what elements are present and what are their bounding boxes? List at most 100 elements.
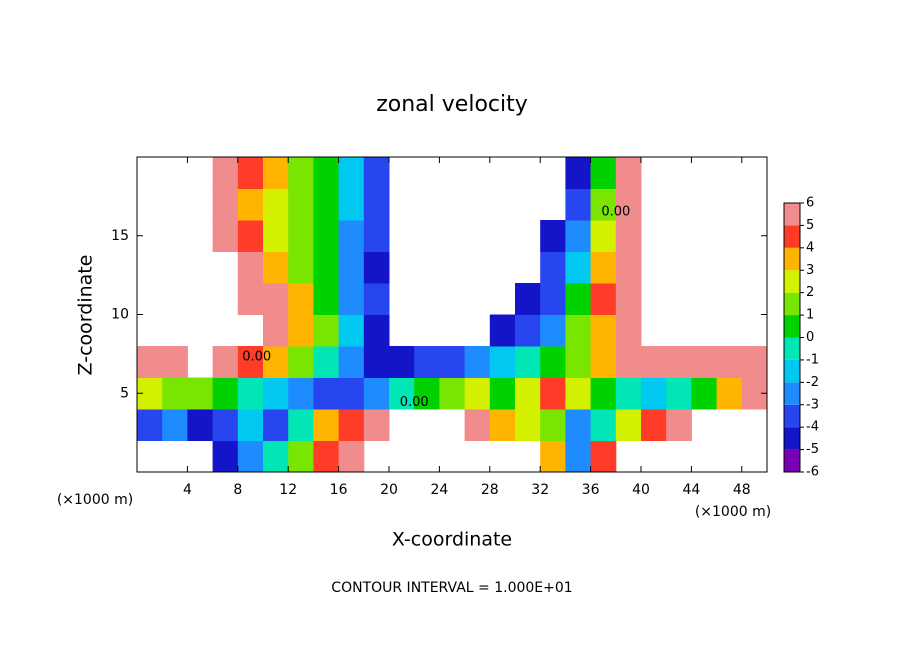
cell xyxy=(389,346,415,378)
x-tick-label: 28 xyxy=(481,482,499,498)
cell xyxy=(313,157,340,189)
x-tick-label: 8 xyxy=(233,482,242,498)
cell xyxy=(263,220,289,252)
x-tick-label: 20 xyxy=(380,482,398,498)
cell xyxy=(137,346,163,378)
cell xyxy=(313,409,340,441)
colorbar-swatch xyxy=(784,382,800,405)
cell xyxy=(615,157,642,189)
cell xyxy=(590,251,617,284)
cell xyxy=(540,377,566,410)
chart-title: zonal velocity xyxy=(376,92,528,117)
x-tick-label: 48 xyxy=(733,482,751,498)
cell xyxy=(716,377,743,410)
colorbar-label: 1 xyxy=(806,308,814,323)
cell xyxy=(615,251,642,284)
cell xyxy=(288,314,314,347)
cell xyxy=(338,220,365,252)
cell xyxy=(515,283,541,315)
cell xyxy=(162,346,188,378)
x-tick-label: 24 xyxy=(430,482,448,498)
cell xyxy=(288,157,314,189)
cell xyxy=(187,409,214,441)
colorbar-label: -6 xyxy=(806,465,819,480)
cell xyxy=(691,346,718,378)
cell xyxy=(565,157,592,189)
cell xyxy=(313,251,340,284)
cell xyxy=(288,346,314,378)
cell xyxy=(237,346,264,378)
cell xyxy=(263,251,289,284)
cell xyxy=(313,346,340,378)
cell xyxy=(162,377,188,410)
cell xyxy=(263,283,289,315)
x-unit-left: (×1000 m) xyxy=(57,492,133,508)
cell xyxy=(741,346,768,378)
colorbar-swatch xyxy=(784,449,800,472)
cell xyxy=(363,409,390,441)
cell xyxy=(313,220,340,252)
cell xyxy=(212,188,239,221)
cell xyxy=(615,314,642,347)
cell xyxy=(389,377,415,410)
cell xyxy=(212,157,239,189)
cell xyxy=(464,377,491,410)
cell xyxy=(615,283,642,315)
cell xyxy=(540,251,566,284)
cell xyxy=(615,409,642,441)
cell xyxy=(288,409,314,441)
colorbar-swatch xyxy=(784,337,800,360)
y-axis-label: Z-coordinate xyxy=(75,255,97,376)
cell xyxy=(237,220,264,252)
cell xyxy=(338,314,365,347)
colorbar-label: -5 xyxy=(806,442,819,457)
colorbar-label: 6 xyxy=(806,196,814,211)
x-tick-label: 36 xyxy=(582,482,600,498)
cell xyxy=(590,188,617,221)
cell xyxy=(489,346,516,378)
cell xyxy=(363,377,390,410)
cell xyxy=(288,251,314,284)
cell xyxy=(414,346,440,378)
cell xyxy=(212,220,239,252)
cell xyxy=(464,409,491,441)
cell xyxy=(237,440,264,473)
x-tick-label: 4 xyxy=(183,482,192,498)
cell xyxy=(590,409,617,441)
colorbar-label: -2 xyxy=(806,375,819,390)
cell xyxy=(237,409,264,441)
cell xyxy=(288,188,314,221)
cell xyxy=(565,440,592,473)
colorbar-label: -3 xyxy=(806,397,819,412)
cell xyxy=(313,283,340,315)
x-tick-label: 16 xyxy=(330,482,348,498)
cell xyxy=(540,283,566,315)
cell xyxy=(263,157,289,189)
cell xyxy=(641,377,667,410)
cell xyxy=(363,220,390,252)
y-tick-label: 15 xyxy=(111,228,129,244)
cell xyxy=(615,188,642,221)
contour-label: 0.00 xyxy=(242,350,271,365)
cell xyxy=(464,346,491,378)
cell xyxy=(615,346,642,378)
cell xyxy=(540,409,566,441)
cell xyxy=(540,314,566,347)
colorbar-label: -4 xyxy=(806,420,819,435)
cell xyxy=(615,377,642,410)
colorbar-swatch xyxy=(784,404,800,428)
cell xyxy=(565,188,592,221)
cell xyxy=(187,377,214,410)
cell xyxy=(641,409,667,441)
cell xyxy=(565,220,592,252)
cell xyxy=(666,346,692,378)
cell xyxy=(313,377,340,410)
cell xyxy=(515,314,541,347)
colorbar-swatch xyxy=(784,427,800,450)
cell xyxy=(288,220,314,252)
cell xyxy=(489,377,516,410)
cell xyxy=(263,377,289,410)
cell xyxy=(590,283,617,315)
cell xyxy=(641,346,667,378)
colorbar-label: 2 xyxy=(806,285,814,300)
